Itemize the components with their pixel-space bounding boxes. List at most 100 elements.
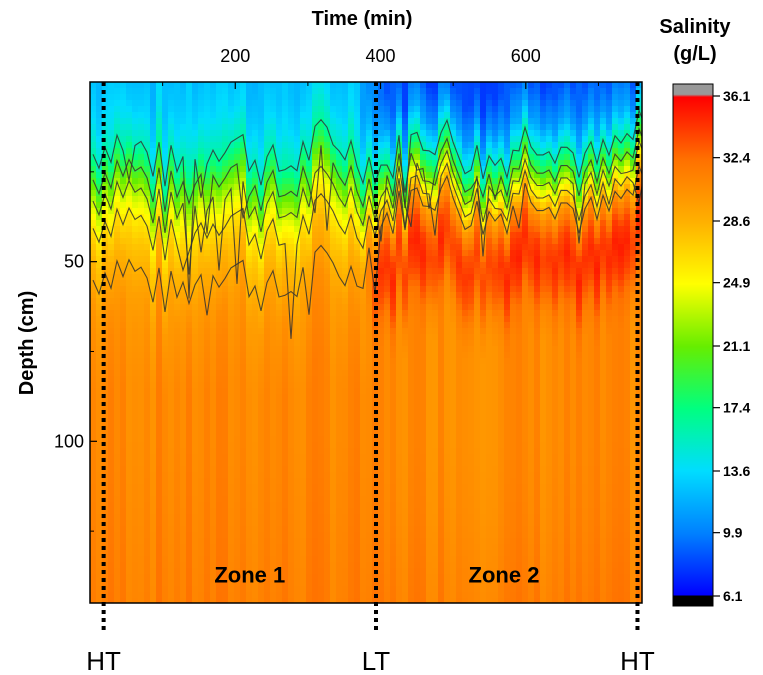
heatmap-cell: [402, 562, 409, 569]
heatmap-cell: [192, 274, 199, 281]
heatmap-cell: [162, 586, 169, 593]
heatmap-cell: [294, 88, 301, 95]
heatmap-cell: [156, 292, 163, 299]
heatmap-cell: [246, 148, 253, 155]
heatmap-cell: [210, 580, 217, 587]
heatmap-cell: [354, 280, 361, 287]
heatmap-cell: [138, 568, 145, 575]
heatmap-cell: [342, 310, 349, 317]
heatmap-cell: [150, 190, 157, 197]
heatmap-cell: [312, 484, 319, 491]
heatmap-cell: [96, 490, 103, 497]
heatmap-cell: [372, 334, 379, 341]
heatmap-cell: [198, 424, 205, 431]
heatmap-cell: [294, 412, 301, 419]
heatmap-cell: [336, 556, 343, 563]
heatmap-cell: [288, 232, 295, 239]
heatmap-cell: [132, 322, 139, 329]
heatmap-cell: [180, 460, 187, 467]
heatmap-cell: [414, 268, 421, 275]
heatmap-cell: [258, 406, 265, 413]
heatmap-cell: [246, 358, 253, 365]
heatmap-cell: [432, 190, 439, 197]
heatmap-cell: [288, 562, 295, 569]
heatmap-cell: [390, 580, 397, 587]
heatmap-cell: [402, 532, 409, 539]
heatmap-cell: [318, 244, 325, 251]
heatmap-cell: [276, 172, 283, 179]
heatmap-cell: [282, 586, 289, 593]
heatmap-cell: [96, 262, 103, 269]
heatmap-cell: [306, 448, 313, 455]
heatmap-cell: [324, 166, 331, 173]
heatmap-cell: [276, 292, 283, 299]
heatmap-cell: [228, 568, 235, 575]
heatmap-cell: [186, 196, 193, 203]
heatmap-cell: [300, 430, 307, 437]
heatmap-cell: [288, 346, 295, 353]
heatmap-cell: [240, 154, 247, 161]
heatmap-cell: [102, 118, 109, 125]
heatmap-cell: [432, 196, 439, 203]
heatmap-cell: [318, 448, 325, 455]
heatmap-cell: [348, 238, 355, 245]
heatmap-cell: [168, 466, 175, 473]
heatmap-cell: [120, 520, 127, 527]
heatmap-cell: [114, 304, 121, 311]
heatmap-cell: [330, 190, 337, 197]
heatmap-cell: [222, 550, 229, 557]
heatmap-cell: [198, 94, 205, 101]
heatmap-cell: [306, 100, 313, 107]
heatmap-cell: [138, 286, 145, 293]
heatmap-cell: [168, 226, 175, 233]
heatmap-cell: [168, 160, 175, 167]
heatmap-cell: [384, 424, 391, 431]
heatmap-cell: [348, 100, 355, 107]
heatmap-cell: [198, 580, 205, 587]
heatmap-cell: [282, 88, 289, 95]
heatmap-cell: [342, 532, 349, 539]
heatmap-cell: [168, 490, 175, 497]
heatmap-cell: [330, 586, 337, 593]
heatmap-cell: [420, 346, 427, 353]
heatmap-cell: [420, 502, 427, 509]
heatmap-cell: [282, 136, 289, 143]
heatmap-cell: [330, 520, 337, 527]
heatmap-cell: [276, 334, 283, 341]
heatmap-cell: [138, 364, 145, 371]
heatmap-cell: [144, 544, 151, 551]
heatmap-cell: [306, 292, 313, 299]
heatmap-cell: [408, 286, 415, 293]
heatmap-cell: [150, 118, 157, 125]
heatmap-cell: [366, 142, 373, 149]
heatmap-cell: [168, 274, 175, 281]
heatmap-cell: [192, 262, 199, 269]
heatmap-cell: [240, 256, 247, 263]
heatmap-cell: [390, 232, 397, 239]
heatmap-cell: [90, 208, 97, 215]
heatmap-cell: [318, 598, 325, 603]
heatmap-cell: [306, 190, 313, 197]
heatmap-cell: [408, 328, 415, 335]
heatmap-cell: [156, 172, 163, 179]
heatmap-cell: [132, 202, 139, 209]
heatmap-cell: [150, 586, 157, 593]
heatmap-cell: [360, 382, 367, 389]
heatmap-cell: [174, 424, 181, 431]
heatmap-cell: [384, 598, 391, 603]
heatmap-cell: [336, 166, 343, 173]
heatmap-cell: [354, 346, 361, 353]
heatmap-cell: [144, 400, 151, 407]
heatmap-cell: [366, 304, 373, 311]
heatmap-cell: [372, 556, 379, 563]
heatmap-cell: [390, 538, 397, 545]
heatmap-cell: [372, 502, 379, 509]
heatmap-cell: [306, 580, 313, 587]
heatmap-cell: [144, 580, 151, 587]
heatmap-cell: [126, 526, 133, 533]
heatmap-cell: [414, 280, 421, 287]
heatmap-cell: [408, 292, 415, 299]
heatmap-cell: [114, 244, 121, 251]
heatmap-cell: [402, 172, 409, 179]
heatmap-cell: [300, 136, 307, 143]
